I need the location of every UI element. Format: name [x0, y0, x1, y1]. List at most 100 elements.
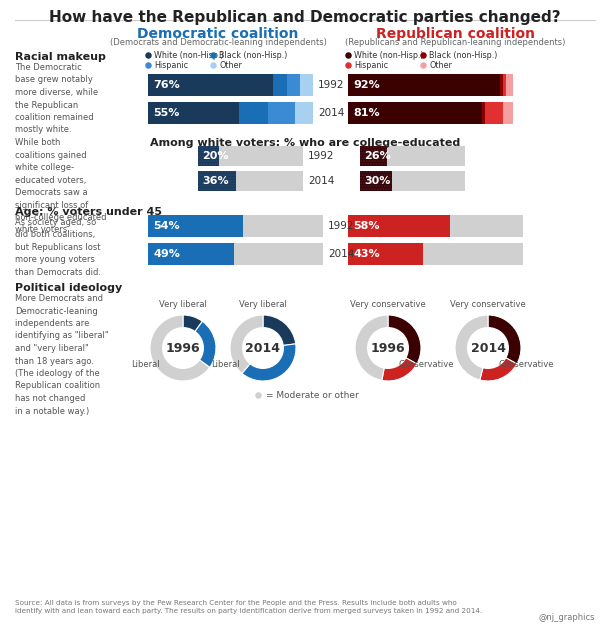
Text: (Republicans and Republican-leaning independents): (Republicans and Republican-leaning inde…: [345, 38, 565, 47]
Text: 26%: 26%: [364, 151, 391, 161]
Point: [418, 50, 428, 60]
Bar: [503, 74, 506, 96]
Text: Conservative: Conservative: [498, 360, 554, 369]
Text: While both
coalitions gained
white college-
educated voters,
Democrats saw a
sig: While both coalitions gained white colle…: [15, 138, 107, 234]
Circle shape: [242, 327, 284, 369]
Text: Black (non-Hisp.): Black (non-Hisp.): [429, 50, 497, 59]
Text: 92%: 92%: [353, 80, 380, 90]
Bar: [243, 215, 323, 237]
Bar: [348, 74, 500, 96]
Bar: [198, 146, 219, 166]
Wedge shape: [388, 315, 421, 364]
Bar: [506, 74, 513, 96]
Wedge shape: [183, 315, 203, 348]
Bar: [268, 102, 295, 124]
Bar: [482, 102, 485, 124]
Bar: [234, 243, 323, 265]
Bar: [485, 102, 503, 124]
Bar: [295, 102, 313, 124]
Text: Liberal: Liberal: [131, 360, 159, 369]
Bar: [360, 146, 387, 166]
Wedge shape: [263, 315, 296, 348]
Bar: [219, 146, 303, 166]
Text: 58%: 58%: [353, 221, 379, 231]
Point: [143, 60, 153, 70]
Text: 2014: 2014: [245, 341, 281, 355]
Text: @nj_graphics: @nj_graphics: [539, 613, 595, 622]
Bar: [500, 74, 503, 96]
Bar: [148, 74, 273, 96]
Text: Among white voters: % who are college-educated: Among white voters: % who are college-ed…: [150, 138, 460, 148]
Bar: [360, 171, 392, 191]
Point: [343, 60, 353, 70]
Wedge shape: [480, 348, 517, 381]
Text: Liberal: Liberal: [210, 360, 239, 369]
Text: Source: All data is from surveys by the Pew Research Center for the People and t: Source: All data is from surveys by the …: [15, 600, 483, 614]
Bar: [423, 243, 523, 265]
Text: 54%: 54%: [153, 221, 179, 231]
Circle shape: [367, 327, 409, 369]
Text: 20%: 20%: [202, 151, 229, 161]
Bar: [239, 102, 268, 124]
Text: 1992: 1992: [328, 221, 354, 231]
Text: 55%: 55%: [153, 108, 179, 118]
Bar: [387, 146, 465, 166]
Text: Political ideology: Political ideology: [15, 283, 122, 293]
Text: 30%: 30%: [364, 176, 390, 186]
Bar: [198, 146, 219, 166]
Text: 2014: 2014: [318, 108, 345, 118]
Text: 76%: 76%: [153, 80, 180, 90]
Bar: [300, 74, 313, 96]
Text: Hispanic: Hispanic: [354, 60, 388, 69]
Bar: [348, 215, 450, 237]
Text: 81%: 81%: [353, 108, 379, 118]
Text: More Democrats and
Democratic-leaning
independents are
identifying as "liberal"
: More Democrats and Democratic-leaning in…: [15, 294, 109, 416]
Text: White (non-Hisp.): White (non-Hisp.): [154, 50, 224, 59]
Text: How have the Republican and Democratic parties changed?: How have the Republican and Democratic p…: [49, 10, 561, 25]
Wedge shape: [455, 315, 488, 380]
Text: Conservative: Conservative: [398, 360, 454, 369]
Wedge shape: [488, 315, 521, 364]
Text: Hispanic: Hispanic: [154, 60, 188, 69]
Wedge shape: [382, 348, 417, 381]
Text: As society aged, so
did both coalitions,
but Republicans lost
more young voters
: As society aged, so did both coalitions,…: [15, 218, 101, 277]
Bar: [348, 243, 423, 265]
Text: 1992: 1992: [308, 151, 334, 161]
Bar: [503, 102, 513, 124]
Text: 1992: 1992: [318, 80, 345, 90]
Text: Very conservative: Very conservative: [350, 300, 426, 309]
Bar: [198, 171, 236, 191]
Point: [143, 50, 153, 60]
Text: Age: % voters under 45: Age: % voters under 45: [15, 207, 162, 217]
Text: White (non-Hisp.): White (non-Hisp.): [354, 50, 423, 59]
Text: Republican coalition: Republican coalition: [376, 27, 534, 41]
Text: 1996: 1996: [166, 341, 200, 355]
Bar: [392, 171, 465, 191]
Point: [253, 390, 263, 400]
Point: [208, 60, 218, 70]
Text: Black (non-Hisp.): Black (non-Hisp.): [219, 50, 287, 59]
Wedge shape: [230, 315, 263, 374]
Text: (Democrats and Democratic-leaning independents): (Democrats and Democratic-leaning indepe…: [110, 38, 326, 47]
Bar: [148, 243, 234, 265]
Wedge shape: [150, 315, 210, 381]
Circle shape: [467, 327, 509, 369]
Bar: [348, 102, 482, 124]
Text: 2014: 2014: [470, 341, 506, 355]
Text: = Moderate or other: = Moderate or other: [266, 391, 359, 399]
Text: 2014: 2014: [328, 249, 354, 259]
Bar: [236, 171, 303, 191]
Wedge shape: [355, 315, 388, 381]
Circle shape: [162, 327, 204, 369]
Point: [343, 50, 353, 60]
Text: 2014: 2014: [308, 176, 334, 186]
Text: Other: Other: [429, 60, 452, 69]
Text: Very conservative: Very conservative: [450, 300, 526, 309]
Wedge shape: [183, 321, 216, 367]
Bar: [148, 102, 239, 124]
Wedge shape: [242, 344, 296, 381]
Text: Very liberal: Very liberal: [239, 300, 287, 309]
Point: [418, 60, 428, 70]
Bar: [148, 215, 243, 237]
Text: The Democratic
base grew notably
more diverse, while
the Republican
coalition re: The Democratic base grew notably more di…: [15, 63, 98, 134]
